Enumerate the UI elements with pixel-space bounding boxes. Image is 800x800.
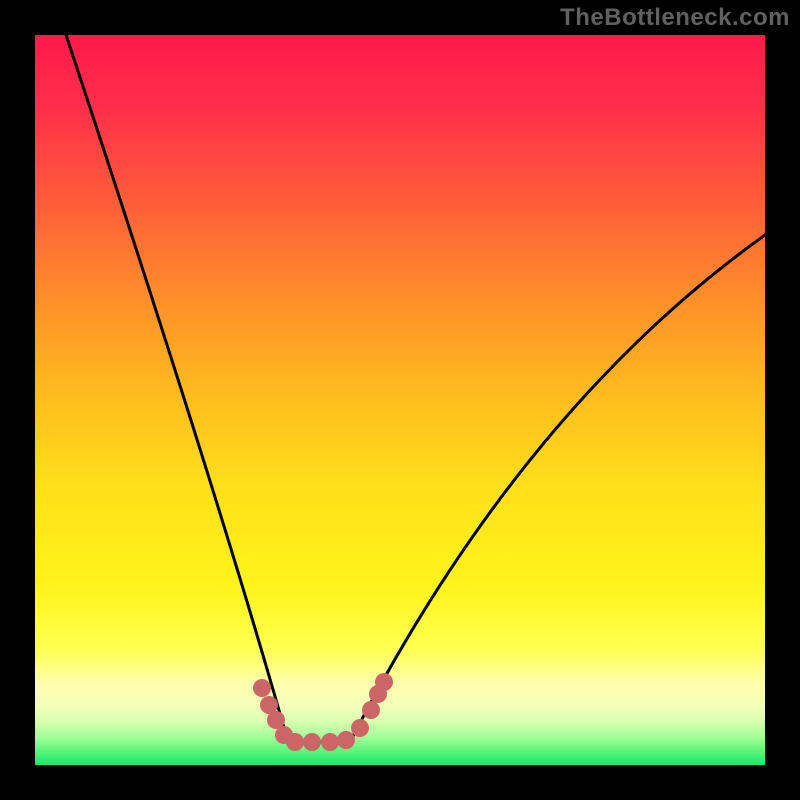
watermark-text: TheBottleneck.com bbox=[560, 4, 790, 32]
chart-frame: TheBottleneck.com bbox=[0, 0, 800, 800]
curve-marker bbox=[253, 679, 271, 697]
curve-marker bbox=[351, 719, 369, 737]
curve-marker bbox=[321, 733, 339, 751]
curve-marker bbox=[375, 673, 393, 691]
curve-marker bbox=[303, 733, 321, 751]
plot-background bbox=[35, 35, 765, 765]
curve-marker bbox=[362, 701, 380, 719]
curve-marker bbox=[286, 733, 304, 751]
curve-marker bbox=[337, 731, 355, 749]
bottleneck-curve-chart bbox=[0, 0, 800, 800]
